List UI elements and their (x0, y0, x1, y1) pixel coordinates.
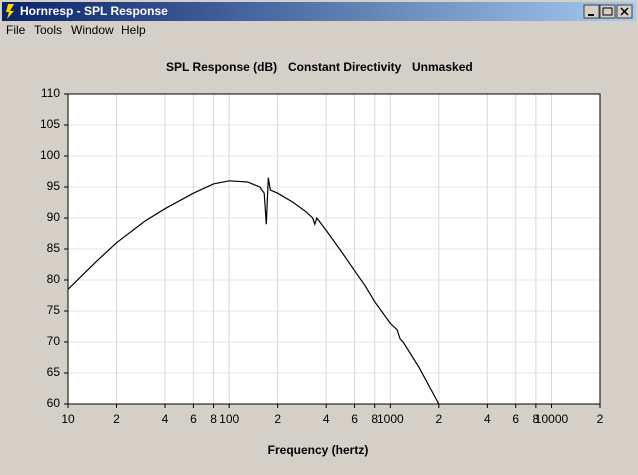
y-tick-label: 75 (47, 303, 61, 317)
y-tick-label: 90 (47, 210, 61, 224)
menu-item[interactable]: Window (71, 23, 114, 37)
x-tick-label: 8 (371, 412, 378, 426)
app-icon (6, 4, 14, 19)
x-tick-label: 2 (597, 412, 604, 426)
minimize-button[interactable] (583, 4, 600, 19)
x-tick-label: 8 (210, 412, 217, 426)
x-tick-label: 10 (61, 412, 75, 426)
y-tick-label: 60 (47, 396, 61, 410)
maximize-button[interactable] (599, 4, 616, 19)
x-tick-label: 6 (351, 412, 358, 426)
y-tick-label: 95 (47, 179, 61, 193)
x-tick-label: 10000 (535, 412, 569, 426)
chart-annotation: Constant Directivity (288, 60, 402, 74)
x-axis-label: Frequency (hertz) (268, 443, 369, 457)
window-buttons[interactable] (583, 4, 633, 19)
response-line (67, 177, 440, 405)
x-tick-label: 2 (274, 412, 281, 426)
icon (602, 7, 613, 16)
plot-border (67, 93, 601, 405)
menu-item[interactable]: Tools (34, 23, 62, 37)
x-tick-label: 2 (113, 412, 120, 426)
window-title: Hornresp - SPL Response (20, 4, 168, 18)
x-tick-label: 4 (162, 412, 169, 426)
chart-annotation: Unmasked (412, 60, 473, 74)
x-tick-label: 8 (533, 412, 540, 426)
y-tick-label: 65 (47, 365, 61, 379)
x-tick-label: 6 (190, 412, 197, 426)
x-tick-label: 100 (219, 412, 239, 426)
x-tick-label: 4 (484, 412, 491, 426)
y-tick-label: 80 (47, 272, 61, 286)
x-tick-label: 2 (435, 412, 442, 426)
menu-item[interactable]: Help (121, 23, 146, 37)
y-tick-label: 105 (40, 117, 60, 131)
y-tick-label: 85 (47, 241, 61, 255)
title-bar (2, 2, 636, 21)
x-tick-label: 4 (323, 412, 330, 426)
y-tick-label: 100 (40, 148, 60, 162)
y-tick-label: 70 (47, 334, 61, 348)
y-tick-label: 110 (41, 86, 60, 100)
icon (620, 7, 629, 16)
x-tick-label: 6 (512, 412, 519, 426)
chart-title: SPL Response (dB) (166, 60, 277, 74)
menu-item[interactable]: File (6, 23, 26, 37)
x-tick-label: 1000 (377, 412, 404, 426)
